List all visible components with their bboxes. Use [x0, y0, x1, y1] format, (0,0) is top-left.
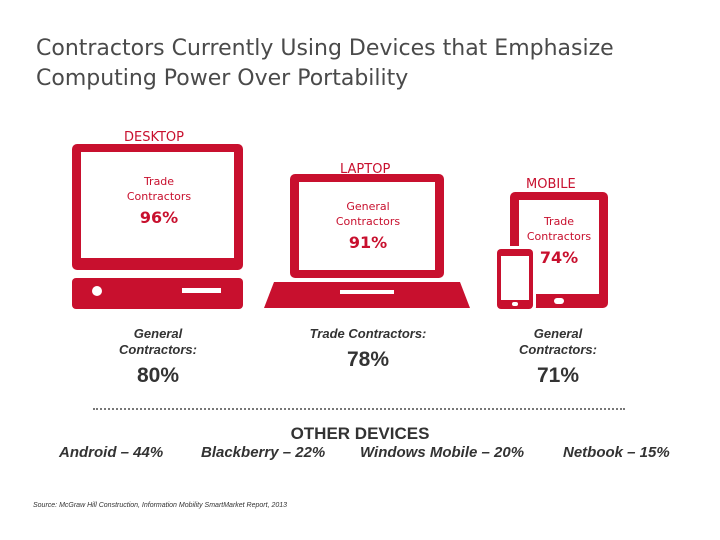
mobile-below-group: General Contractors: [518, 326, 597, 357]
mobile-below-stat: General Contractors: 71% [498, 326, 618, 388]
desktop-screen-stat: Trade Contractors 96% [104, 174, 214, 227]
desktop-below-group: General Contractors: [118, 326, 197, 357]
mobile-below-value: 71% [536, 364, 580, 387]
other-device-windows-mobile: Windows Mobile – 20% [360, 444, 525, 461]
mobile-icon [494, 192, 608, 312]
desktop-screen-value: 96% [139, 208, 179, 227]
dotted-divider [93, 408, 625, 410]
other-devices-heading: OTHER DEVICES [290, 424, 430, 443]
laptop-screen-value: 91% [348, 233, 388, 252]
device-label-mobile: MOBILE [526, 177, 576, 192]
laptop-screen-group: General Contractors [335, 200, 401, 228]
desktop-below-stat: General Contractors: 80% [98, 326, 218, 388]
laptop-below-value: 78% [346, 348, 390, 371]
source-note: Source: McGraw Hill Construction, Inform… [33, 502, 288, 509]
mobile-screen-group: Trade Contractors [526, 215, 592, 243]
mobile-screen-value: 74% [539, 248, 579, 267]
chart-title-line-2: Computing Power Over Portability [36, 66, 409, 91]
desktop-below-value: 80% [136, 364, 180, 387]
mobile-screen-stat: Trade Contractors 74% [514, 214, 604, 267]
chart-title-line-1: Contractors Currently Using Devices that… [36, 36, 614, 61]
other-device-android: Android – 44% [59, 444, 164, 461]
desktop-icon [72, 144, 243, 309]
laptop-below-group: Trade Contractors: [309, 326, 427, 341]
device-label-laptop: LAPTOP [340, 162, 391, 177]
laptop-icon [264, 174, 470, 308]
other-devices-list: Android – 44% Blackberry – 22% Windows M… [0, 444, 720, 464]
laptop-below-stat: Trade Contractors: 78% [308, 326, 428, 372]
device-label-desktop: DESKTOP [124, 130, 185, 145]
other-device-blackberry: Blackberry – 22% [201, 444, 326, 461]
laptop-screen-stat: General Contractors 91% [313, 199, 423, 252]
chart-title: Contractors Currently Using Devices that… [36, 34, 696, 94]
desktop-screen-group: Trade Contractors [126, 175, 192, 203]
other-device-netbook: Netbook – 15% [563, 444, 670, 461]
